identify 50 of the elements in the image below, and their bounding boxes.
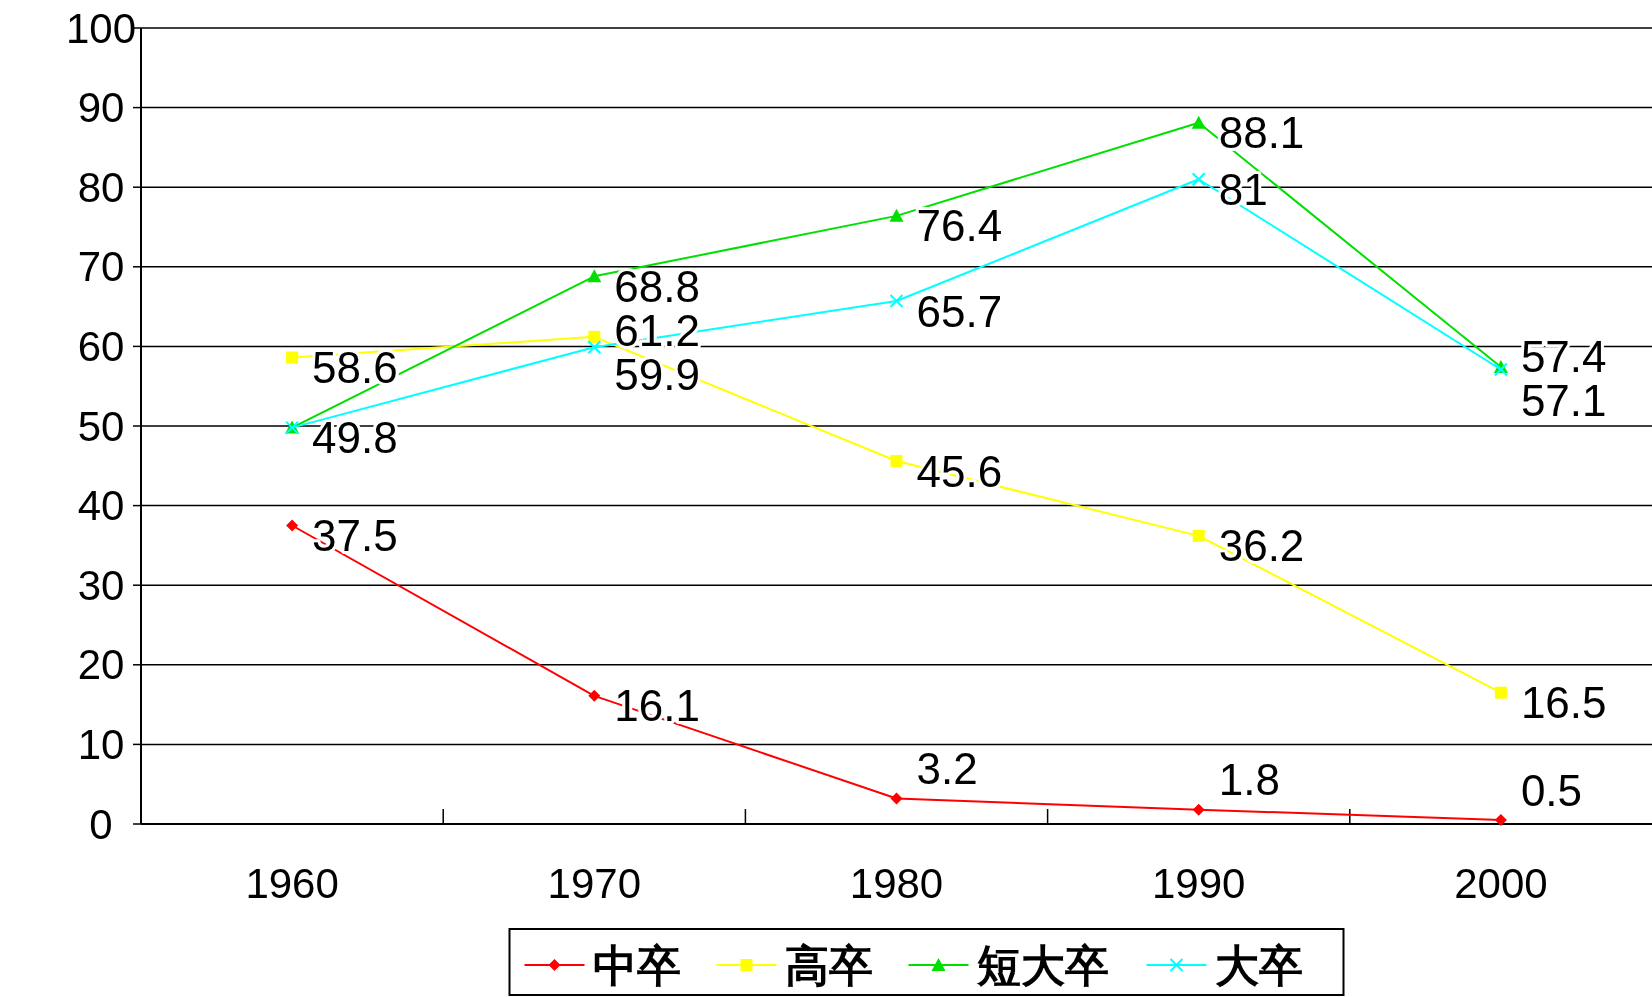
- point: [286, 351, 299, 364]
- point: [889, 208, 904, 222]
- data-label: 16.5: [1520, 678, 1607, 728]
- legend-label: 高卒: [784, 940, 873, 990]
- ytick: 20: [77, 641, 125, 689]
- data-label: 1.8: [1218, 755, 1280, 805]
- point: [1192, 529, 1205, 542]
- point: [890, 455, 903, 468]
- data-label: 68.8: [614, 261, 700, 311]
- ytick: 60: [77, 322, 125, 370]
- point: [1191, 172, 1206, 187]
- legend-label: 中卒: [592, 940, 681, 990]
- data-label: 58.6: [312, 343, 398, 393]
- point: [587, 340, 602, 355]
- point: [286, 519, 299, 532]
- point: [889, 294, 904, 309]
- ytick: 10: [77, 720, 125, 768]
- xtick: 1960: [245, 860, 339, 907]
- ytick: 50: [77, 402, 125, 450]
- point: [588, 330, 601, 343]
- ytick: 80: [77, 163, 125, 211]
- ytick: 70: [77, 243, 125, 291]
- ytick: 30: [77, 561, 125, 609]
- data-label: 49.8: [312, 413, 398, 463]
- xtick: 1970: [547, 860, 641, 907]
- point: [1494, 686, 1507, 699]
- ytick: 100: [65, 4, 137, 52]
- data-label: 76.4: [916, 201, 1003, 251]
- legend-label: 大卒: [1214, 940, 1303, 990]
- ytick: 0: [89, 800, 113, 848]
- legend-label: 短大卒: [975, 940, 1109, 990]
- point: [588, 689, 601, 702]
- point: [1192, 803, 1205, 816]
- data-label: 16.1: [614, 681, 700, 731]
- point: [1191, 115, 1206, 129]
- xtick: 2000: [1454, 860, 1548, 907]
- point: [1494, 814, 1507, 827]
- point: [890, 792, 903, 805]
- data-label: 88.1: [1218, 108, 1305, 158]
- data-label: 65.7: [916, 286, 1003, 336]
- data-label: 59.9: [614, 349, 700, 399]
- data-label: 37.5: [312, 511, 398, 560]
- xtick: 1980: [849, 860, 944, 907]
- ytick: 40: [77, 482, 125, 530]
- point: [587, 269, 602, 283]
- data-label: 0.5: [1520, 765, 1583, 815]
- xtick: 1990: [1152, 860, 1246, 907]
- data-label: 36.2: [1218, 521, 1305, 571]
- data-label: 3.2: [916, 744, 978, 794]
- ytick: 90: [77, 84, 125, 132]
